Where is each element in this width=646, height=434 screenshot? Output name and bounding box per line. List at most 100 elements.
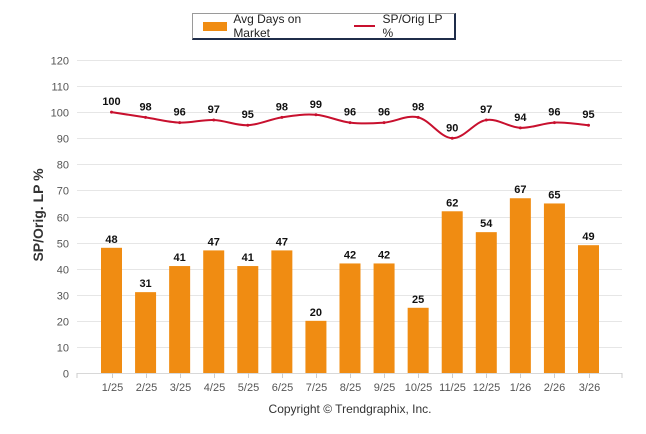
x-tick-label: 3/25	[170, 382, 191, 394]
line-point	[552, 121, 556, 125]
line-data-label: 96	[344, 107, 356, 119]
y-tick-label: 20	[57, 317, 69, 329]
line-point	[348, 121, 352, 125]
y-tick-label: 10	[57, 343, 69, 355]
y-tick-label: 40	[57, 265, 69, 277]
bar	[543, 203, 565, 373]
line-point	[484, 118, 488, 122]
line-data-label: 99	[310, 99, 322, 111]
line-point	[382, 121, 386, 125]
bar	[441, 211, 463, 373]
y-axis-title: SP/Orig. LP %	[30, 168, 46, 262]
bar	[339, 263, 361, 373]
bar-data-label: 49	[582, 231, 594, 243]
bar-series	[101, 198, 599, 373]
legend-item-avg-days[interactable]: Avg Days on Market	[193, 12, 338, 40]
bar	[578, 245, 599, 373]
bar	[475, 232, 497, 373]
bar	[305, 320, 327, 373]
bar-data-label: 42	[344, 249, 356, 261]
bar	[407, 307, 429, 373]
line-point	[280, 115, 284, 119]
bar-data-label: 62	[446, 197, 458, 209]
x-tick-label: 1/26	[510, 382, 531, 394]
line-data-label: 96	[378, 107, 390, 119]
y-tick-label: 60	[57, 213, 69, 225]
y-tick-label: 110	[51, 82, 69, 94]
y-tick-label: 50	[57, 239, 69, 251]
y-tick-label: 30	[57, 291, 69, 303]
line-data-label: 97	[208, 104, 220, 116]
line-point	[178, 121, 182, 125]
bar	[135, 292, 157, 373]
line-data-label: 98	[139, 101, 151, 113]
bar-data-label: 47	[208, 236, 220, 248]
x-tick-label: 4/25	[204, 382, 225, 394]
bar-data-label: 65	[548, 189, 560, 201]
line-point	[416, 115, 420, 119]
bar-data-label: 25	[412, 294, 424, 306]
x-tick-label: 2/25	[136, 382, 157, 394]
line-point	[144, 115, 148, 119]
line-data-label: 95	[242, 109, 254, 121]
bar	[169, 266, 191, 373]
x-tick-label: 7/25	[306, 382, 327, 394]
line-point	[212, 118, 216, 122]
legend-label-avg-days: Avg Days on Market	[233, 12, 302, 40]
x-tick-label: 1/25	[102, 382, 123, 394]
line-data-label: 90	[446, 122, 458, 134]
y-tick-label: 70	[57, 186, 69, 198]
y-tick-label: 100	[51, 108, 69, 120]
x-tick-label: 11/25	[439, 382, 466, 394]
line-data-label: 96	[548, 107, 560, 119]
bar-data-label: 20	[310, 307, 322, 319]
y-axis-ticks: 0 10 20 30 40 50 60 70 80 90 100 110 120	[51, 56, 69, 381]
line-data-label: 98	[412, 101, 424, 113]
x-tick-label: 8/25	[340, 382, 361, 394]
x-tick-label: 3/26	[579, 382, 600, 394]
y-tick-label: 120	[51, 56, 69, 68]
bar-data-label: 67	[514, 184, 526, 196]
legend: Avg Days on Market SP/Orig LP %	[192, 12, 456, 40]
legend-item-sp-orig-lp[interactable]: SP/Orig LP %	[338, 12, 454, 40]
bar	[271, 250, 293, 373]
bar-data-label: 54	[480, 218, 493, 230]
line-data-label: 96	[174, 107, 186, 119]
line-data-label: 97	[480, 104, 492, 116]
bar-data-label: 31	[139, 278, 151, 290]
bar-data-label: 41	[174, 252, 186, 264]
bar-data-labels: 48 31 41 47 41 47 20 42 42 25 62 54 67 65 49	[105, 184, 594, 319]
x-tick-label: 6/25	[272, 382, 293, 394]
bar-data-label: 47	[276, 236, 288, 248]
x-tick-label: 10/25	[405, 382, 433, 394]
legend-label-sp-orig-lp: SP/Orig LP %	[382, 12, 443, 40]
line-point	[110, 110, 113, 114]
y-tick-label: 90	[57, 134, 69, 146]
x-tick-label: 2/26	[544, 382, 565, 394]
x-axis: 1/25 2/25 3/25 4/25 5/25 6/25 7/25 8/25 9/25 10/2…	[76, 373, 623, 394]
x-tick-label: 12/25	[473, 382, 501, 394]
y-tick-label: 0	[63, 369, 69, 381]
line-data-label: 94	[514, 112, 527, 124]
line-data-label: 95	[582, 109, 594, 121]
line-data-labels: 100 98 96 97 95 98 99 96 96 98 90 97 94 96 95	[102, 96, 594, 134]
line-data-label: 98	[276, 101, 288, 113]
bar	[203, 250, 225, 373]
bar	[101, 247, 122, 373]
line-point	[450, 136, 454, 140]
line-swatch-icon	[354, 25, 376, 27]
x-tick-label: 9/25	[374, 382, 395, 394]
y-tick-label: 80	[57, 160, 69, 172]
bar	[373, 263, 395, 373]
line-data-label: 100	[102, 96, 120, 108]
x-tick-label: 5/25	[238, 382, 259, 394]
line-point	[314, 113, 318, 117]
copyright-text: Copyright © Trendgraphix, Inc.	[268, 402, 432, 416]
line-point	[587, 123, 590, 127]
bar	[237, 266, 259, 373]
bar-data-label: 41	[242, 252, 254, 264]
bar	[509, 198, 531, 373]
line-point	[246, 123, 250, 127]
line-series	[110, 110, 590, 140]
